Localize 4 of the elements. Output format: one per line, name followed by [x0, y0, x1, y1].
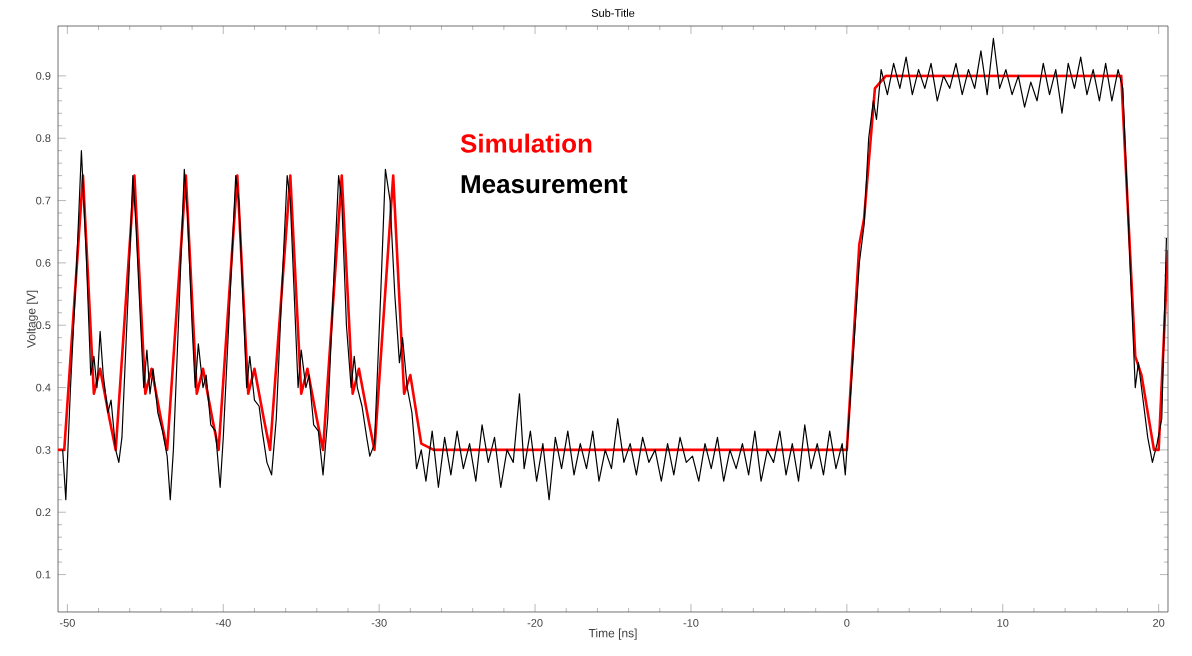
- line-series: [62, 37, 1168, 501]
- line-series: [58, 74, 1168, 452]
- text: Simulation: [460, 133, 592, 153]
- text: Measurement: [461, 175, 628, 194]
